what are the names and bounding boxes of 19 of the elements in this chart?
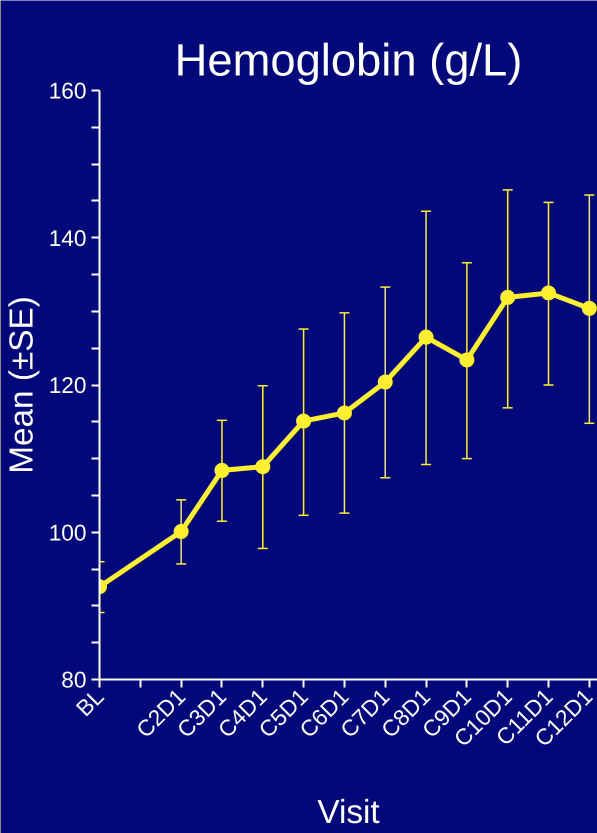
point	[378, 374, 393, 390]
y-tick-label: 80	[61, 666, 86, 692]
y-axis-title: Mean (±SE)	[4, 296, 41, 474]
chart-title: Hemoglobin (g/L)	[174, 34, 522, 86]
y-tick-label: 140	[48, 224, 87, 251]
point	[255, 459, 270, 474]
point	[459, 352, 474, 368]
point	[500, 290, 516, 305]
point	[541, 285, 556, 300]
point	[174, 524, 189, 539]
y-tick-label: 120	[48, 372, 87, 398]
point	[296, 414, 312, 429]
point	[582, 300, 597, 316]
y-tick-label: 100	[48, 519, 87, 546]
point	[418, 330, 434, 345]
point	[336, 405, 352, 420]
point	[214, 462, 230, 478]
x-axis-title: Visit	[317, 794, 380, 831]
y-tick-label: 160	[48, 78, 87, 104]
